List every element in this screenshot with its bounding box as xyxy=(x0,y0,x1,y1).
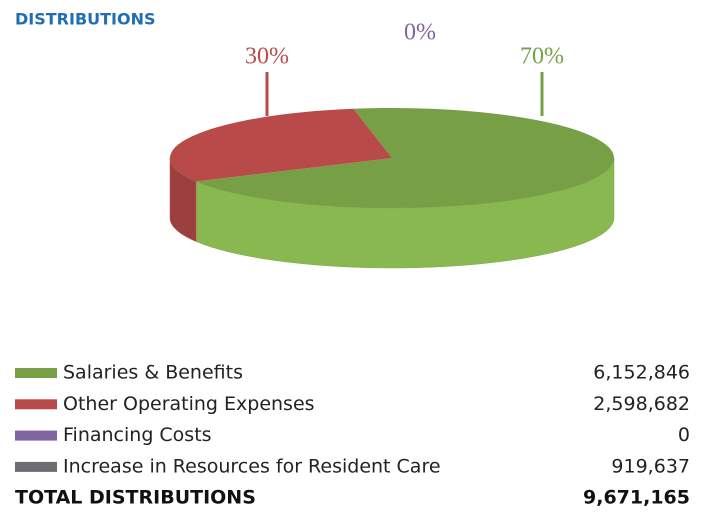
total-label: TOTAL DISTRIBUTIONS xyxy=(15,487,256,509)
legend-amount: 6,152,846 xyxy=(593,362,690,384)
legend-label: Salaries & Benefits xyxy=(63,362,243,384)
data-label: 70% xyxy=(520,44,564,70)
legend-amount: 919,637 xyxy=(611,455,690,477)
legend-amount: 0 xyxy=(678,424,690,446)
legend-swatch xyxy=(15,430,57,441)
legend-label: Financing Costs xyxy=(63,424,212,446)
pie-slice xyxy=(195,108,615,208)
legend-label: Increase in Resources for Resident Care xyxy=(63,455,441,477)
legend-swatch xyxy=(15,368,57,378)
pie-slice xyxy=(170,108,392,182)
total-amount: 9,671,165 xyxy=(583,487,690,509)
data-label: 0% xyxy=(404,20,436,46)
chart-title: DISTRIBUTIONS xyxy=(15,10,156,29)
legend-swatch xyxy=(15,399,57,410)
data-label: 30% xyxy=(245,44,289,70)
legend-label: Other Operating Expenses xyxy=(63,393,315,415)
legend-amount: 2,598,682 xyxy=(593,393,690,415)
legend-swatch xyxy=(15,461,57,472)
